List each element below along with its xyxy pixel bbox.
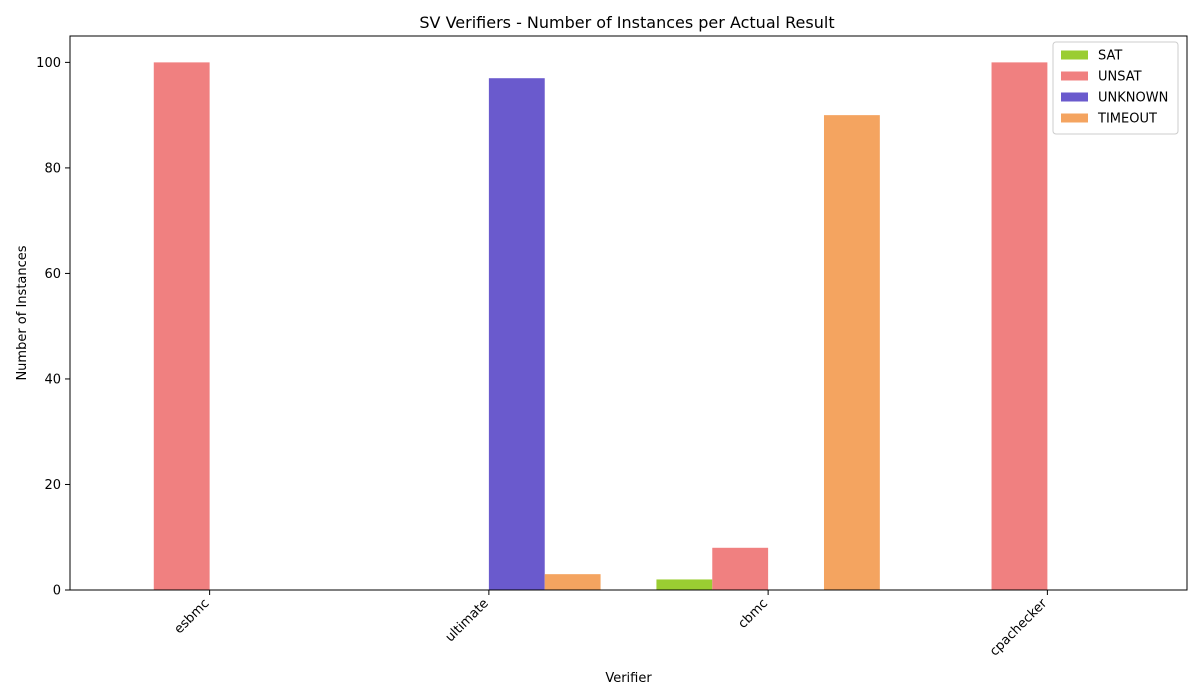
legend-label-sat: SAT — [1098, 49, 1122, 64]
y-tick-label: 80 — [44, 161, 61, 176]
bars-group — [153, 62, 1048, 591]
legend-swatch-unknown — [1061, 92, 1088, 102]
y-axis: 0 20 40 60 80 100 — [36, 56, 70, 599]
legend-label-unknown: UNKNOWN — [1098, 91, 1168, 106]
bar-unsat-esbmc — [153, 62, 210, 590]
y-tick-label: 40 — [44, 372, 61, 387]
plot-area-frame — [69, 35, 1188, 591]
bar-timeout-cbmc — [823, 115, 880, 590]
legend-label-unsat: UNSAT — [1098, 70, 1142, 85]
y-tick-label: 0 — [53, 584, 61, 599]
x-tick-label-esbmc: esbmc — [172, 596, 213, 637]
bar-sat-cbmc — [656, 579, 713, 590]
legend-label-timeout: TIMEOUT — [1097, 112, 1157, 127]
y-axis-label: Number of Instances — [15, 245, 30, 380]
legend-swatch-timeout — [1061, 113, 1088, 123]
legend-box — [1052, 41, 1179, 135]
chart-title: SV Verifiers - Number of Instances per A… — [419, 13, 834, 32]
x-tick-label-cbmc: cbmc — [735, 596, 771, 632]
legend: SAT UNSAT UNKNOWN TIMEOUT — [1052, 41, 1179, 135]
x-axis: esbmc ultimate cbmc cpachecker — [172, 590, 1051, 659]
y-tick-label: 60 — [44, 267, 61, 282]
bar-unknown-ultimate — [488, 78, 545, 591]
bar-unsat-cpachecker — [991, 62, 1048, 590]
x-tick-label-cpachecker: cpachecker — [987, 596, 1051, 660]
bar-unsat-cbmc — [712, 547, 769, 590]
x-tick-label-ultimate: ultimate — [443, 596, 492, 645]
y-tick-label: 20 — [44, 478, 61, 493]
y-tick-label: 100 — [36, 56, 61, 71]
legend-swatch-sat — [1061, 50, 1088, 60]
legend-swatch-unsat — [1061, 71, 1088, 81]
x-axis-label: Verifier — [605, 671, 652, 686]
bar-timeout-ultimate — [544, 574, 601, 590]
